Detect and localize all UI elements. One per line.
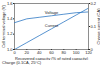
svg-text:Recovered capacity (% of rated: Recovered capacity (% of rated capacity) [15,56,89,61]
svg-text:Cell terminal voltage (V): Cell terminal voltage (V) [1,4,6,47]
svg-text:100: 100 [72,50,80,56]
html-text:Charge (0.1CA, 25°C): Charge (0.1CA, 25°C) [2,60,42,65]
svg-text:1.2: 1.2 [7,31,13,36]
svg-text:1.4: 1.4 [7,16,13,21]
svg-text:Current: Current [45,23,59,28]
svg-text:120: 120 [85,50,92,56]
svg-text:1.6: 1.6 [7,1,13,6]
svg-text:1.0: 1.0 [7,47,13,52]
svg-text:60: 60 [49,50,54,56]
svg-text:0: 0 [91,47,94,52]
svg-text:0: 0 [13,50,16,56]
svg-text:Charge current (CA): Charge current (CA) [96,8,100,45]
svg-text:40: 40 [36,50,42,56]
svg-text:Voltage: Voltage [45,10,59,15]
svg-text:20: 20 [24,50,30,56]
svg-text:80: 80 [61,50,67,56]
svg-text:0.2: 0.2 [91,1,97,6]
svg-text:0.1: 0.1 [90,23,97,29]
